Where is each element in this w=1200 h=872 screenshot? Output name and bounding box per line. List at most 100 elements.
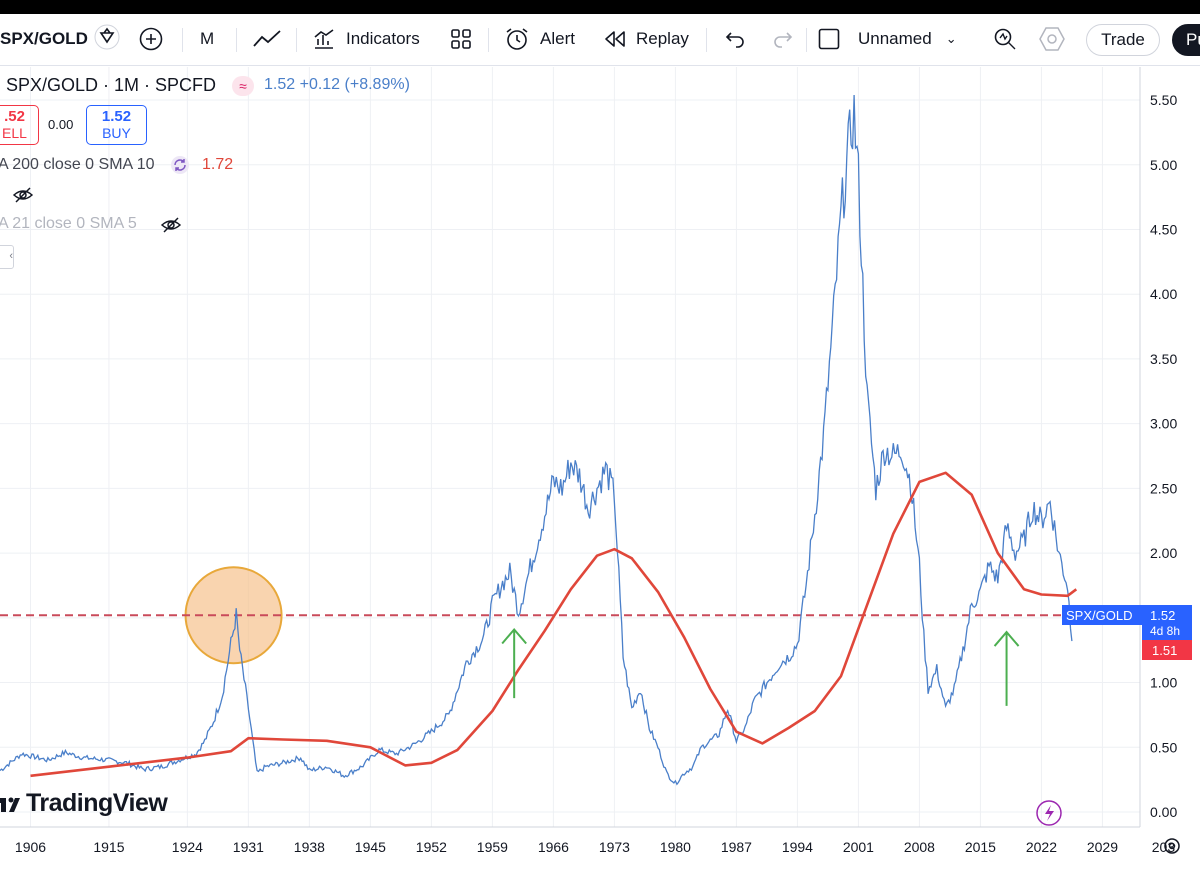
x-tick-label: 1973	[599, 839, 630, 855]
x-tick-label: 2015	[965, 839, 996, 855]
collapse-legend-button[interactable]: ‹	[0, 245, 14, 269]
tv-logo-mark	[0, 797, 20, 812]
indicator-2-label: A 21 close 0 SMA 5	[0, 215, 137, 232]
x-tick-label: 1945	[355, 839, 386, 855]
x-tick-label: 1980	[660, 839, 691, 855]
indicators-button[interactable]: Indicators	[312, 24, 420, 54]
y-tick-label: 0.00	[1150, 804, 1177, 820]
top-toolbar: SPX/GOLD M Indicators Alert Replay Unnam…	[0, 0, 1200, 66]
x-tick-label: 2001	[843, 839, 874, 855]
layout-square-icon	[818, 28, 840, 50]
indicator-1-value: 1.72	[202, 156, 234, 173]
chart-pane[interactable]: 0.000.501.001.502.002.503.003.504.004.50…	[0, 67, 1200, 867]
hidden-eye-icon[interactable]	[160, 215, 182, 240]
layout-button[interactable]: Unnamed ⌄	[818, 24, 957, 54]
legend-last-value: 1.52 +0.12 (+8.89%)	[264, 76, 410, 94]
publish-label: Pu	[1186, 30, 1200, 49]
alarm-clock-icon	[506, 28, 528, 50]
chart-type-icon[interactable]	[252, 24, 282, 54]
quick-search-icon[interactable]	[992, 24, 1018, 54]
price-chart[interactable]: 0.000.501.001.502.002.503.003.504.004.50…	[0, 67, 1200, 867]
x-tick-label: 203	[1152, 839, 1176, 855]
redo-icon[interactable]	[772, 24, 794, 54]
sma-line	[30, 471, 1078, 778]
hidden-eye-icon[interactable]	[12, 185, 34, 210]
buy-button[interactable]: 1.52 BUY	[86, 105, 147, 145]
watermark-text: TradingView	[26, 789, 168, 817]
alert-label: Alert	[540, 29, 575, 48]
price-tag-background	[1142, 605, 1192, 640]
buy-label: BUY	[102, 125, 131, 141]
legend-title-text: SPX/GOLD · 1M · SPCFD	[6, 75, 217, 95]
green-up-arrow	[501, 627, 527, 699]
tradingview-logo: TradingView	[0, 789, 168, 818]
interval-button[interactable]: M	[200, 24, 214, 54]
trade-label: Trade	[1101, 30, 1145, 49]
legend-change: +0.12 (+8.89%)	[299, 76, 410, 93]
ma-price-tag: 1.51	[1152, 643, 1177, 658]
buy-price: 1.52	[101, 108, 132, 125]
time-scale-background[interactable]	[0, 827, 1200, 867]
y-tick-label: 2.00	[1150, 545, 1177, 561]
ma-tag-background	[1142, 640, 1192, 660]
alert-button[interactable]: Alert	[504, 24, 575, 54]
x-tick-label: 1952	[416, 839, 447, 855]
templates-icon[interactable]	[449, 24, 473, 54]
indicator-legend-2[interactable]: A 21 close 0 SMA 5	[0, 215, 137, 233]
x-tick-label: 1959	[477, 839, 508, 855]
x-tick-label: 2029	[1087, 839, 1118, 855]
add-symbol-icon[interactable]	[138, 24, 164, 54]
last-price-tag: 1.52	[1150, 608, 1175, 623]
replay-label: Replay	[636, 29, 689, 48]
symbol-search[interactable]: SPX/GOLD	[0, 24, 88, 54]
y-tick-label: 4.00	[1150, 286, 1177, 302]
chart-legend-title[interactable]: SPX/GOLD · 1M · SPCFD	[6, 75, 216, 96]
sell-label: ELL	[2, 125, 27, 141]
data-status-icon[interactable]: ≈	[232, 76, 254, 96]
y-tick-label: 5.50	[1150, 92, 1177, 108]
replay-button[interactable]: Replay	[604, 24, 689, 54]
spx-gold-price-line	[0, 94, 1073, 786]
undo-icon[interactable]	[724, 24, 746, 54]
y-tick-label: 0.50	[1150, 739, 1177, 755]
layout-name: Unnamed	[858, 29, 932, 48]
y-tick-label: 4.50	[1150, 221, 1177, 237]
scale-settings-icon[interactable]	[1164, 838, 1180, 854]
indicator-legend-1[interactable]: A 200 close 0 SMA 10	[0, 156, 155, 174]
x-tick-label: 1931	[233, 839, 264, 855]
bar-countdown: 4d 8h	[1150, 624, 1180, 638]
x-tick-label: 1938	[294, 839, 325, 855]
y-tick-label: 1.00	[1150, 675, 1177, 691]
symbol-tag-background	[1062, 605, 1142, 625]
x-tick-label: 1924	[172, 839, 203, 855]
indicator-1-label: A 200 close 0 SMA 10	[0, 156, 155, 173]
sell-price: .52	[4, 108, 25, 125]
y-tick-label: 2.50	[1150, 480, 1177, 496]
compare-icon[interactable]	[92, 22, 122, 52]
y-tick-label: 3.50	[1150, 351, 1177, 367]
price-scale-background[interactable]	[1140, 67, 1200, 867]
publish-button[interactable]: Pu	[1172, 24, 1200, 56]
chevron-down-icon: ⌄	[945, 31, 957, 46]
x-tick-label: 1915	[93, 839, 124, 855]
x-tick-label: 2008	[904, 839, 935, 855]
y-tick-label: 5.00	[1150, 157, 1177, 173]
sync-icon[interactable]	[170, 155, 190, 180]
green-up-arrow	[993, 630, 1020, 706]
sell-button[interactable]: .52 ELL	[0, 105, 39, 145]
indicators-label: Indicators	[346, 29, 420, 48]
x-tick-label: 2022	[1026, 839, 1057, 855]
settings-hexagon-icon[interactable]	[1038, 24, 1066, 54]
spread-value: 0.00	[48, 117, 74, 132]
interval-label: M	[200, 29, 215, 48]
x-tick-label: 1966	[538, 839, 569, 855]
x-tick-label: 1906	[15, 839, 46, 855]
x-tick-label: 1987	[721, 839, 752, 855]
rewind-icon	[605, 31, 625, 47]
lightning-icon[interactable]	[1036, 800, 1062, 826]
x-tick-label: 1994	[782, 839, 813, 855]
symbol-label: SPX/GOLD	[0, 29, 88, 48]
y-tick-label: 3.00	[1150, 416, 1177, 432]
indicators-icon	[314, 29, 334, 49]
trade-button[interactable]: Trade	[1086, 24, 1160, 56]
